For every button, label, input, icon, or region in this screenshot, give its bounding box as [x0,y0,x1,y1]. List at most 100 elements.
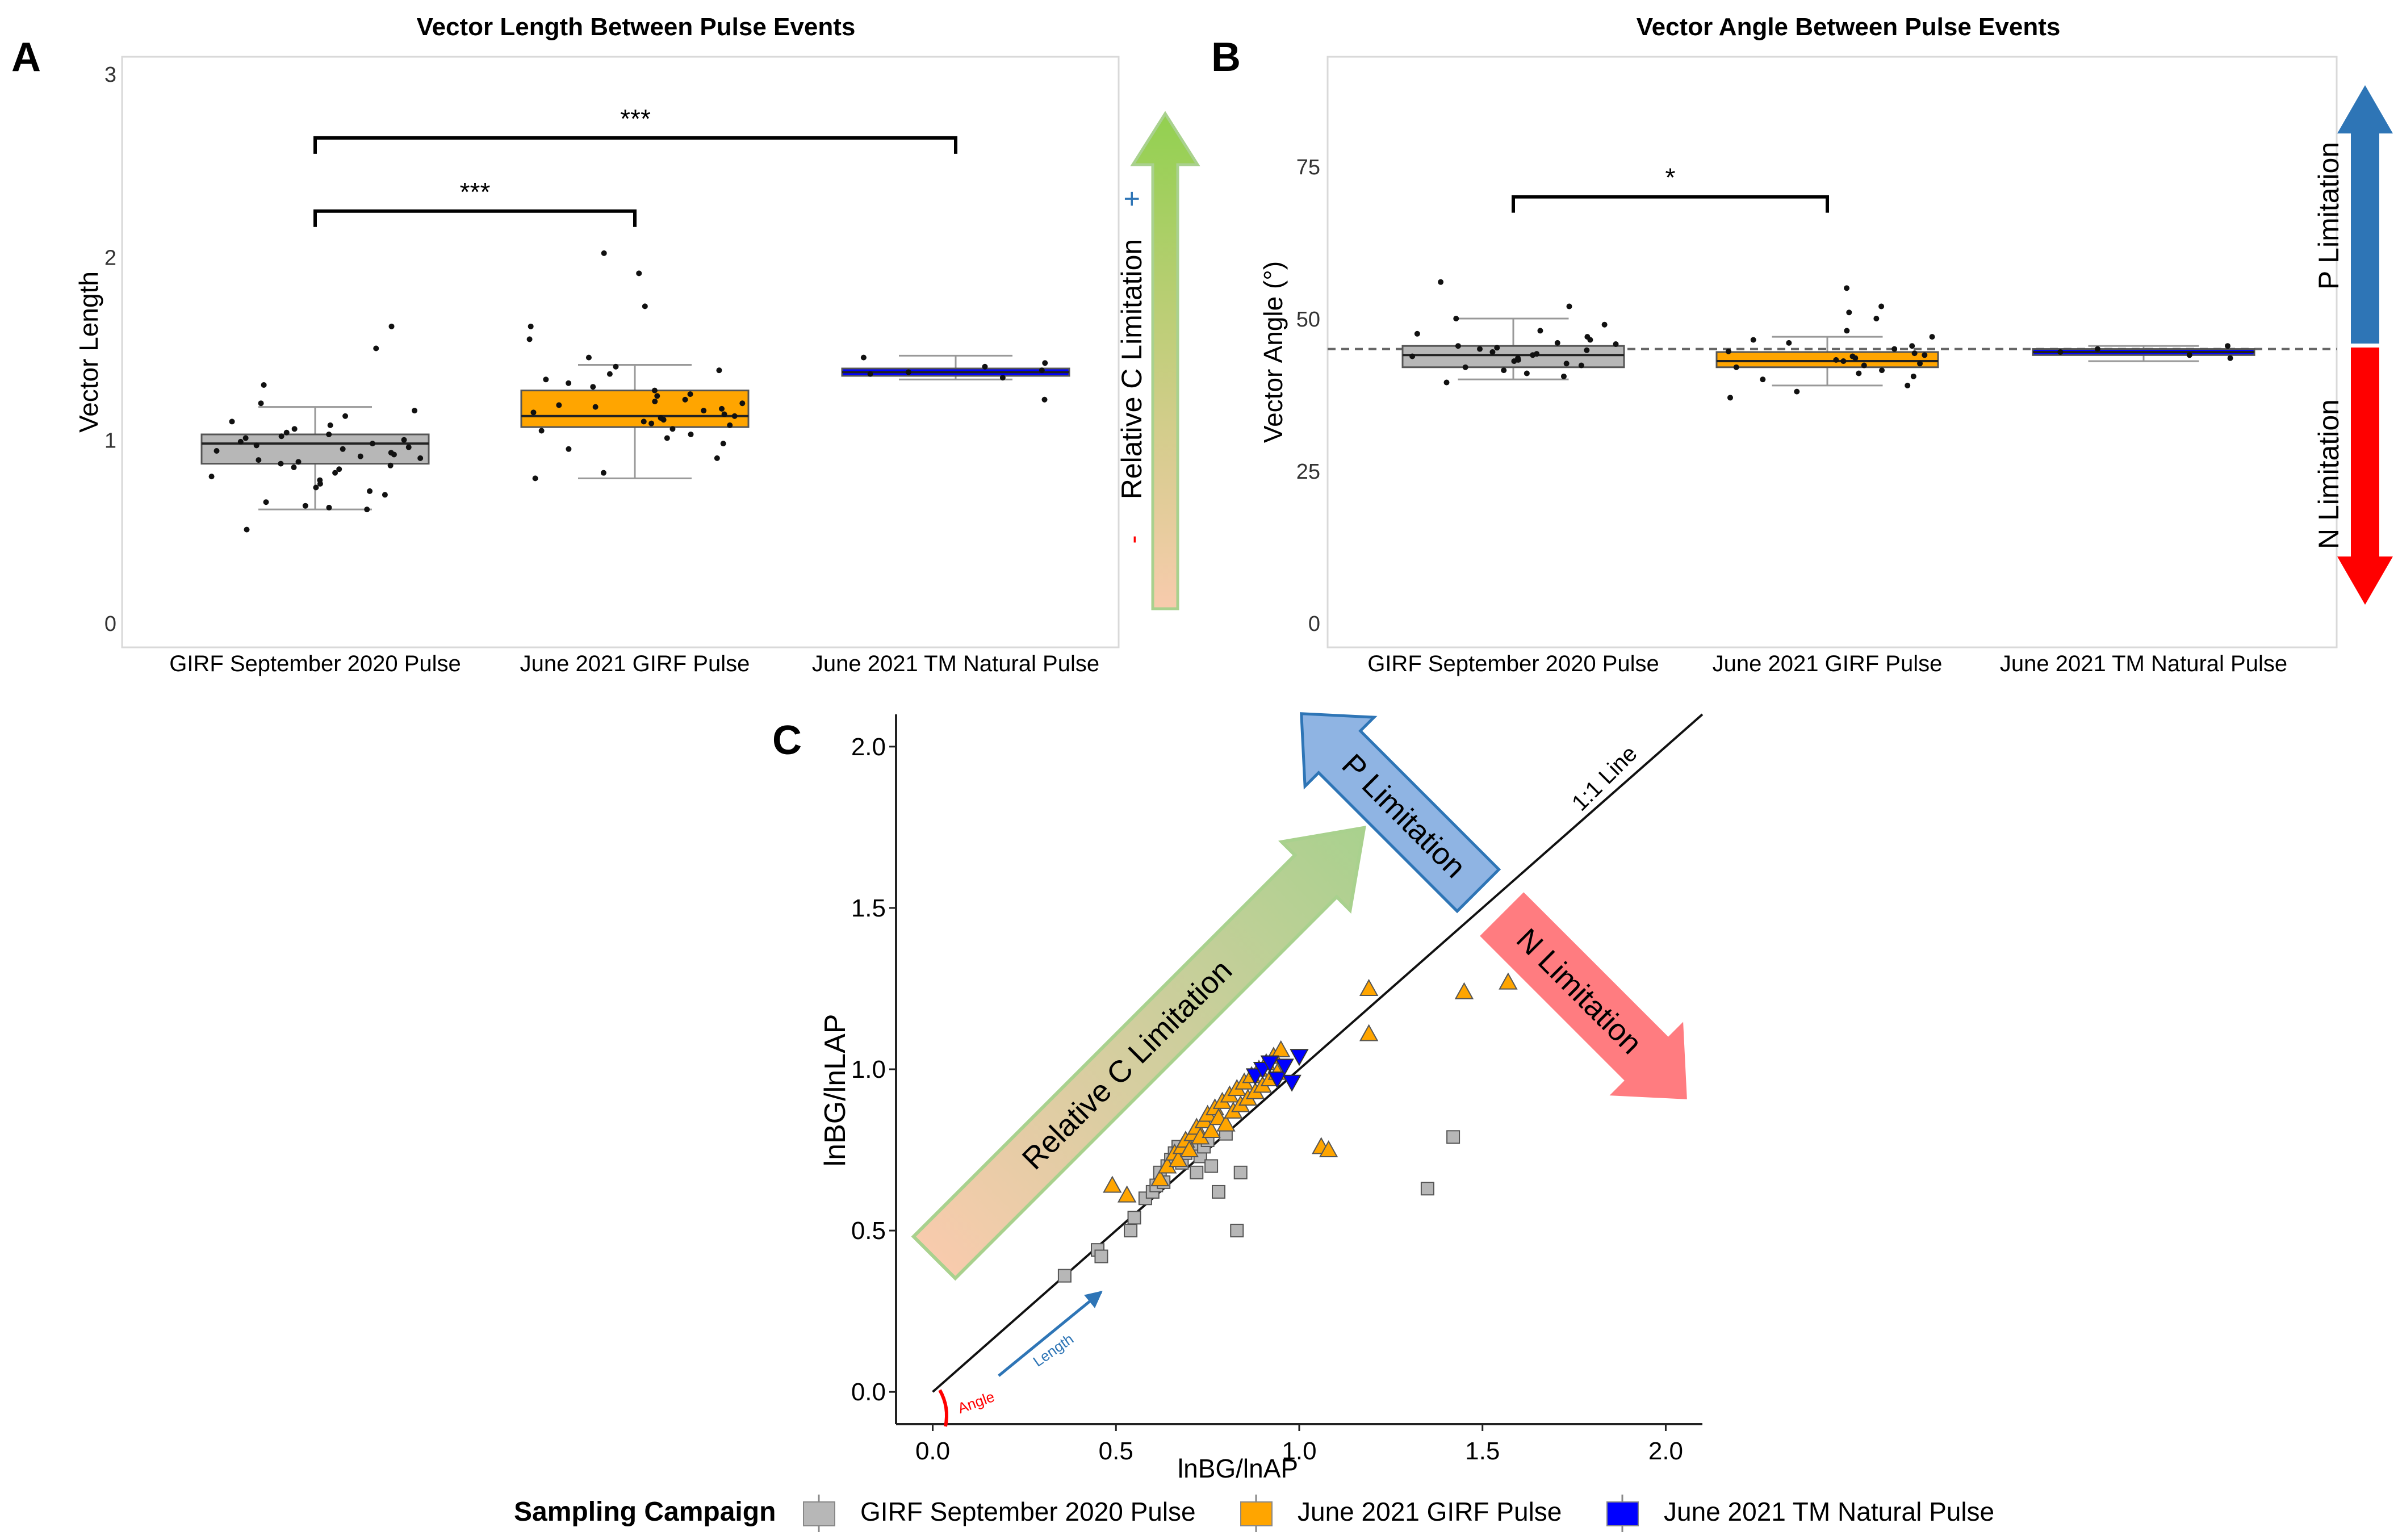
data-point [642,303,648,309]
data-point [388,450,394,456]
panel-c: C 0.0 0.5 1.0 1.5 2.00.00.51.01.52.0 1:1 Lin… [772,712,1704,1483]
data-point [291,464,297,471]
legend-item-orange: June 2021 GIRF Pulse [1240,1495,1562,1532]
data-point [1909,343,1915,349]
data-point [327,422,333,428]
data-point [1563,361,1570,367]
legend-item-blue: June 2021 TM Natural Pulse [1606,1495,1994,1532]
data-point [336,466,342,472]
data-point [1438,279,1444,285]
data-point [664,435,670,441]
significance-a: *** *** [313,104,957,227]
significance-bracket [313,136,957,154]
data-point [654,393,660,399]
boxes-a [200,354,1070,510]
y-tick-label: 50 [1296,308,1320,332]
data-point [1911,350,1918,357]
data-point [313,484,319,491]
one-to-one-line-path [932,713,1704,1393]
data-point [600,470,606,476]
data-point [1494,345,1500,351]
data-point [242,435,249,441]
point-gray-square [1204,1159,1219,1173]
data-point [401,437,407,443]
x-tick-label: June 2021 TM Natural Pulse [812,651,1099,676]
data-point [1537,328,1543,334]
data-point [1042,360,1048,366]
data-point [263,499,269,505]
x-tick-label: 0.5 [1099,1437,1133,1465]
data-point [291,426,298,432]
point-orange-triangle [1499,972,1518,990]
data-point [1613,341,1619,348]
data-point [370,441,376,447]
legend-label-gray: GIRF September 2020 Pulse [860,1497,1196,1526]
data-point [1910,373,1916,379]
data-point [590,384,596,390]
panel-letter-c: C [772,718,802,763]
data-point [1891,346,1898,352]
legend: Sampling Campaign GIRF September 2020 Pu… [514,1495,1994,1532]
data-point [1917,361,1923,367]
y-tick-label: 0 [104,612,116,636]
y-tick-label: 2.0 [851,733,886,761]
y-tick-label: 3 [104,63,116,87]
x-axis-a: GIRF September 2020 Pulse June 2021 GIRF … [169,651,1099,676]
data-point [601,250,607,256]
point-gray-square [1446,1130,1460,1144]
data-point [1733,364,1739,370]
data-point [1873,315,1880,321]
point-blue-triangle [1267,1072,1287,1089]
point-orange-triangle [1454,982,1474,999]
y-tick-label: 0.5 [851,1217,886,1245]
point-orange-triangle [1359,1024,1379,1041]
panel-b: B Vector Angle Between Pulse Events 0 25 5… [1211,13,2393,676]
data-point [1578,362,1584,369]
data-point [566,446,572,452]
data-point [1725,348,1731,354]
x-tick-label: June 2021 GIRF Pulse [1713,651,1943,676]
data-point [528,323,534,329]
x-axis-b: GIRF September 2020 Pulse June 2021 GIRF … [1367,651,2287,676]
data-point [641,419,647,425]
n-limitation-arrow-c: N Limitation [1480,892,1687,1099]
data-point [208,474,215,480]
minus-sign: - [1119,535,1147,544]
x-tick-label: June 2021 GIRF Pulse [520,651,750,676]
data-point [982,363,988,370]
data-point [532,475,538,482]
length-arrow-line [998,1291,1103,1377]
data-point [332,470,338,476]
data-point [731,413,738,419]
length-label: Length [1030,1330,1077,1370]
data-point [613,363,619,370]
data-point [1878,303,1885,309]
legend-title: Sampling Campaign [514,1497,776,1527]
data-point [256,457,262,463]
p-limitation-arrow [2337,85,2393,344]
data-point [721,411,727,417]
chart-a-title: Vector Length Between Pulse Events [417,13,856,41]
data-point [585,354,592,361]
data-point [1856,370,1862,376]
significance-b: * [1512,163,1829,213]
data-point [253,442,260,449]
data-point [1584,347,1590,353]
data-point [302,503,308,509]
points-a [208,250,1048,533]
point-blue-triangle [1282,1074,1301,1092]
data-point [538,428,545,434]
data-point [651,387,658,394]
chart-b-title: Vector Angle Between Pulse Events [1637,13,2061,41]
y-tick-label: 1.5 [851,894,886,922]
y-tick-label: 1 [104,429,116,453]
significance-label: *** [460,177,491,207]
y-axis-label-c: lnBG/lnLAP [819,1014,852,1167]
data-point [1489,349,1496,355]
data-point [1929,334,1935,340]
data-point [1443,379,1450,386]
data-point [566,380,572,386]
data-point [714,455,720,461]
data-point [1584,334,1591,340]
data-point [326,504,332,510]
